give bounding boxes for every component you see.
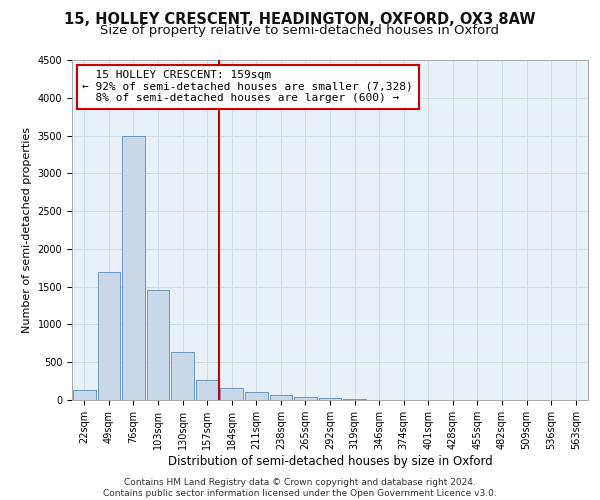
Text: Size of property relative to semi-detached houses in Oxford: Size of property relative to semi-detach… (101, 24, 499, 37)
Bar (269, 395, 292, 400)
Bar (122, 136, 145, 400)
Bar (343, 399, 366, 400)
Bar (294, 397, 317, 400)
Text: Contains HM Land Registry data © Crown copyright and database right 2024.
Contai: Contains HM Land Registry data © Crown c… (103, 478, 497, 498)
Bar (73, 390, 95, 400)
Bar (98, 272, 120, 400)
Bar (146, 290, 169, 400)
Bar (171, 352, 194, 400)
Bar (196, 380, 218, 400)
X-axis label: Distribution of semi-detached houses by size in Oxford: Distribution of semi-detached houses by … (167, 454, 493, 468)
Text: 15 HOLLEY CRESCENT: 159sqm
← 92% of semi-detached houses are smaller (7,328)
  8: 15 HOLLEY CRESCENT: 159sqm ← 92% of semi… (82, 70, 413, 103)
Bar (319, 398, 341, 400)
Text: 15, HOLLEY CRESCENT, HEADINGTON, OXFORD, OX3 8AW: 15, HOLLEY CRESCENT, HEADINGTON, OXFORD,… (64, 12, 536, 28)
Bar (220, 388, 243, 400)
Bar (245, 392, 268, 400)
Y-axis label: Number of semi-detached properties: Number of semi-detached properties (22, 127, 32, 333)
